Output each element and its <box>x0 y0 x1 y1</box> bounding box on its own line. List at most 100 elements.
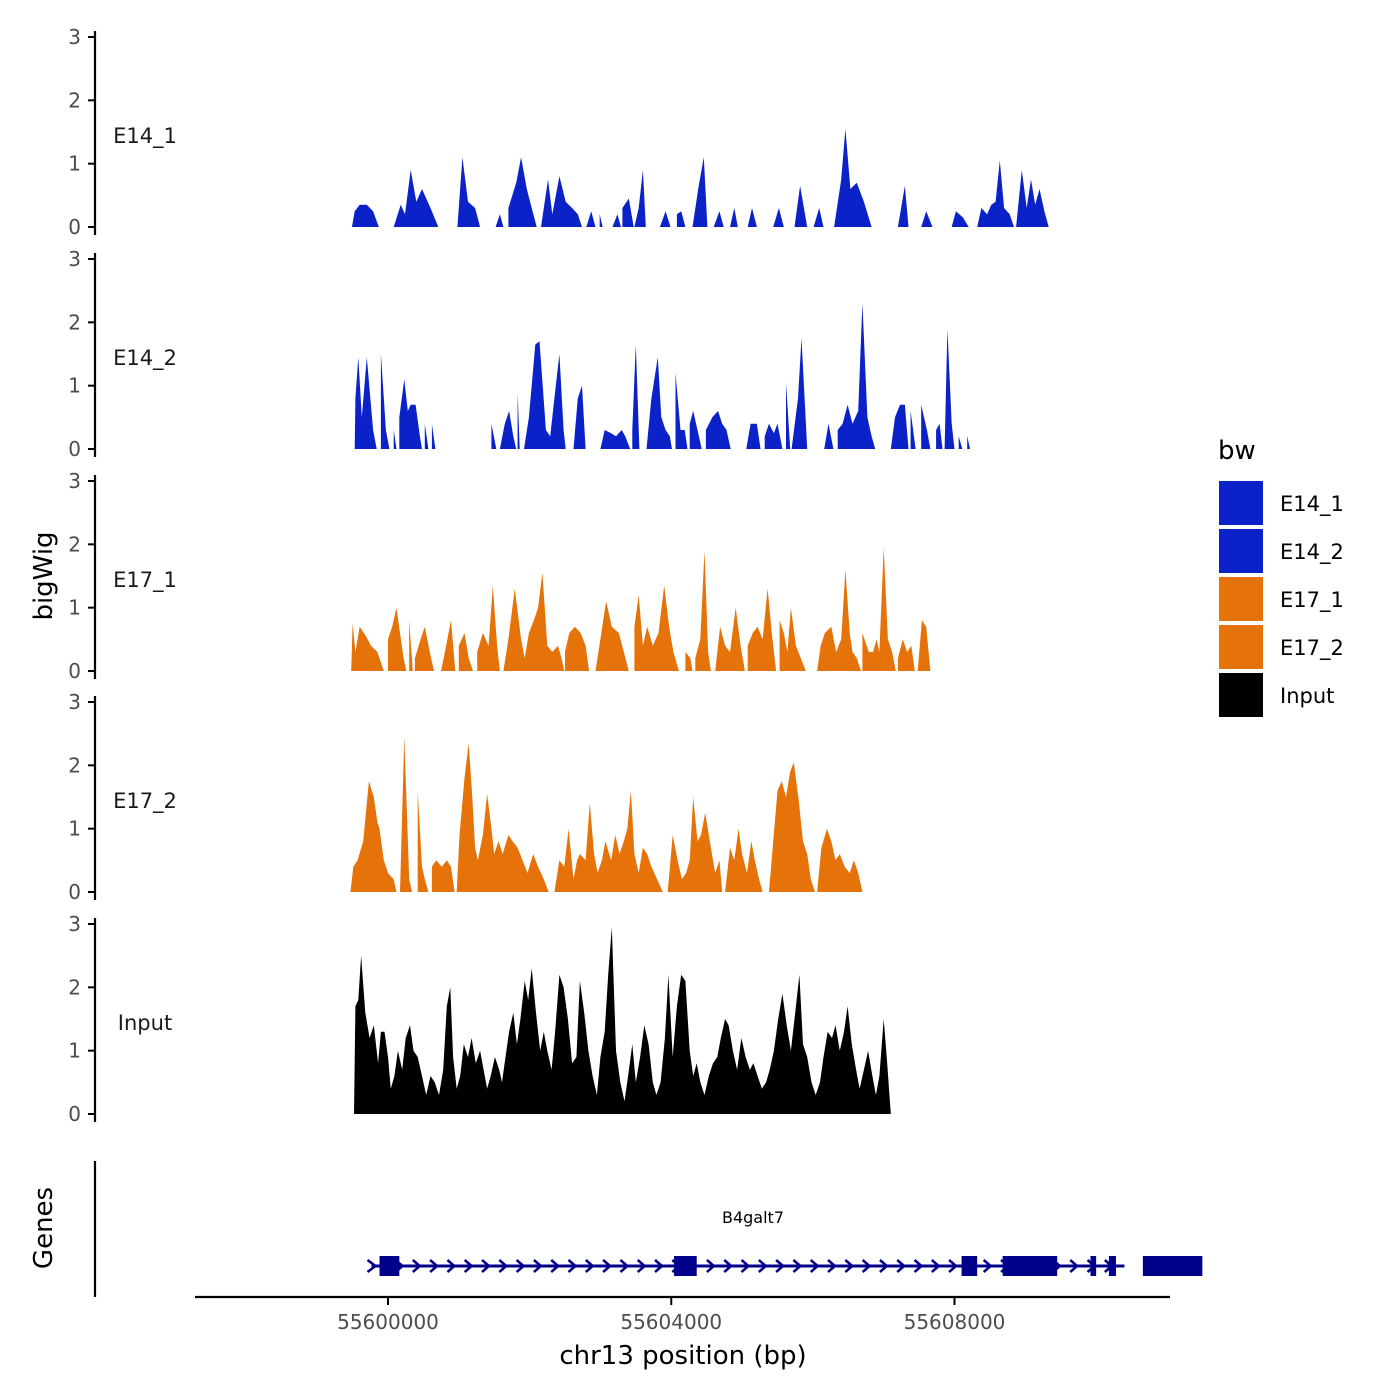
coverage-area <box>431 860 455 892</box>
coverage-area <box>713 211 724 227</box>
y-tick-label: 0 <box>68 215 81 239</box>
strand-arrow <box>515 1259 526 1273</box>
strand-arrow <box>844 1259 855 1273</box>
coverage-area <box>586 211 596 227</box>
legend-label: E14_2 <box>1280 540 1344 565</box>
track-label: E14_1 <box>113 124 177 149</box>
coverage-area <box>554 790 663 892</box>
coverage-area <box>659 211 671 227</box>
coverage-area <box>705 411 731 449</box>
exon-block <box>1002 1256 1058 1276</box>
coverage-area <box>458 633 473 671</box>
coverage-area <box>897 185 909 227</box>
strand-arrow <box>1069 1259 1080 1273</box>
coverage-area <box>388 607 407 671</box>
y-tick-label: 0 <box>68 1102 81 1126</box>
coverage-area <box>910 411 916 449</box>
strand-arrow <box>757 1259 768 1273</box>
coverage-area <box>725 828 763 892</box>
coverage-area <box>541 176 582 227</box>
coverage-area <box>508 157 537 227</box>
coverage-area <box>393 430 397 449</box>
coverage-area <box>634 585 679 671</box>
coverage-area <box>351 204 379 227</box>
exon-block <box>1090 1256 1097 1276</box>
strand-arrow <box>533 1259 543 1273</box>
strand-arrow <box>913 1259 924 1273</box>
coverage-area <box>622 198 634 227</box>
y-tick-label: 0 <box>68 437 81 461</box>
y-tick-label: 2 <box>68 975 81 999</box>
exon-block <box>1142 1256 1203 1276</box>
coverage-area <box>399 379 422 449</box>
coverage-area <box>824 423 834 449</box>
coverage-area <box>573 385 586 449</box>
strand-arrow <box>706 1259 716 1273</box>
exon-block <box>1108 1256 1116 1276</box>
strand-arrow <box>366 1259 378 1273</box>
coverage-area <box>632 344 640 449</box>
coverage-area <box>517 392 520 449</box>
coverage-area <box>491 423 497 449</box>
y-tick-label: 2 <box>68 310 81 334</box>
coverage-area <box>599 214 603 227</box>
coverage-area <box>393 170 439 227</box>
coverage-area <box>354 357 377 449</box>
coverage-area <box>1016 170 1049 227</box>
y-tick-label: 2 <box>68 88 81 112</box>
legend-swatch-E14_1 <box>1219 481 1263 525</box>
gene-name-label: B4galt7 <box>722 1208 784 1227</box>
y-tick-label: 1 <box>68 152 81 176</box>
strand-arrow <box>481 1259 491 1273</box>
strand-arrow <box>411 1259 422 1273</box>
coverage-area <box>958 436 963 449</box>
strand-arrow <box>792 1259 803 1273</box>
coverage-area <box>834 128 872 227</box>
x-tick-label: 55608000 <box>904 1310 1006 1334</box>
coverage-area <box>917 620 931 671</box>
gene-track-title: Genes <box>29 1187 59 1269</box>
strand-arrow <box>740 1259 751 1273</box>
coverage-area <box>695 550 711 671</box>
coverage-area <box>685 652 693 671</box>
coverage-area <box>977 160 1014 227</box>
strand-arrow <box>567 1259 578 1273</box>
track-Input: 0 1 2 3 Input <box>68 912 891 1126</box>
coverage-area <box>897 639 915 671</box>
coverage-area <box>747 588 777 671</box>
coverage-area <box>936 423 943 449</box>
coverage-area <box>791 338 808 449</box>
coverage-area <box>769 762 815 892</box>
coverage-area <box>715 607 745 671</box>
coverage-area <box>837 303 876 449</box>
coverage-area <box>354 927 891 1114</box>
legend-swatch-E17_2 <box>1219 625 1263 669</box>
coverage-area <box>431 423 436 449</box>
track-label: E17_2 <box>113 789 177 814</box>
coverage-area <box>794 185 808 227</box>
strand-arrow <box>619 1259 630 1273</box>
coverage-area <box>773 208 784 227</box>
strand-arrow <box>896 1259 907 1273</box>
coverage-area <box>676 211 686 227</box>
y-axis-title: bigWig <box>29 531 59 620</box>
y-tick-label: 2 <box>68 532 81 556</box>
coverage-area <box>667 797 723 892</box>
strand-arrow <box>636 1259 647 1273</box>
track-label: E17_1 <box>113 568 177 593</box>
coverage-area <box>890 404 909 449</box>
coverage-area <box>730 208 738 227</box>
coverage-area <box>779 607 806 671</box>
strand-arrow <box>550 1259 561 1273</box>
coverage-area <box>495 214 504 227</box>
coverage-area <box>441 620 456 671</box>
coverage-area <box>414 626 434 671</box>
coverage-area <box>350 781 397 892</box>
coverage-area <box>409 620 413 671</box>
x-axis-title: chr13 position (bp) <box>559 1341 806 1371</box>
strand-arrow <box>463 1259 474 1273</box>
strand-arrow <box>861 1259 872 1273</box>
y-tick-label: 1 <box>68 374 81 398</box>
coverage-area <box>944 328 955 449</box>
